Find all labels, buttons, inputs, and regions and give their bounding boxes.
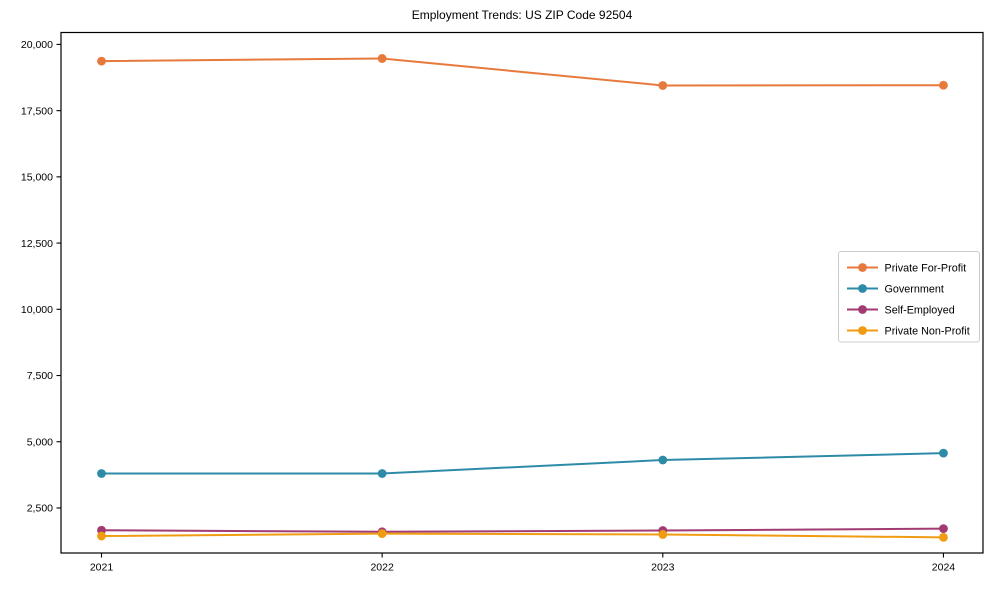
legend-marker-icon-private-non-profit <box>858 326 867 335</box>
y-tick-label: 5,000 <box>27 436 53 448</box>
data-point-private-non-profit-2022 <box>377 529 387 539</box>
data-point-private-for-profit-2022 <box>377 54 387 63</box>
y-tick-label: 15,000 <box>21 172 53 184</box>
data-point-government-2023 <box>658 455 668 465</box>
legend-marker-icon-government <box>858 284 867 293</box>
series-line-self-employed <box>100 527 945 533</box>
series-line-private-for-profit <box>100 57 945 87</box>
data-point-private-for-profit-2024 <box>939 80 948 90</box>
x-tick-label: 2023 <box>651 562 675 574</box>
series-line-private-non-profit <box>100 532 945 539</box>
legend-marker-icon-self-employed <box>858 305 867 314</box>
data-point-private-non-profit-2024 <box>939 532 948 542</box>
data-point-government-2022 <box>377 469 387 478</box>
legend-box <box>838 251 980 343</box>
y-tick-label: 20,000 <box>21 39 53 51</box>
legend-item-label-government: Government <box>885 283 944 295</box>
y-tick-label: 12,500 <box>21 238 53 250</box>
series-line-government <box>100 452 945 475</box>
data-point-private-non-profit-2023 <box>658 530 668 539</box>
y-tick-label: 10,000 <box>21 304 53 316</box>
data-point-private-for-profit-2023 <box>658 81 668 90</box>
x-tick-label: 2021 <box>90 562 114 574</box>
plot-border <box>60 31 984 554</box>
data-point-private-non-profit-2021 <box>97 531 106 541</box>
legend-item-label-private-non-profit: Private Non-Profit <box>885 325 970 337</box>
data-point-self-employed-2024 <box>939 524 948 534</box>
y-tick-label: 2,500 <box>27 503 53 515</box>
chart-title: Employment Trends: US ZIP Code 92504 <box>411 8 633 22</box>
y-tick-label: 17,500 <box>21 105 53 117</box>
y-tick-label: 7,500 <box>27 370 53 382</box>
legend-item-label-self-employed: Self-Employed <box>885 304 955 316</box>
legend-item-label-private-for-profit: Private For-Profit <box>885 262 967 274</box>
legend-marker-icon-private-for-profit <box>858 263 867 272</box>
x-tick-label: 2022 <box>370 562 394 574</box>
data-point-government-2024 <box>939 448 948 458</box>
data-point-private-for-profit-2021 <box>97 56 106 66</box>
x-tick-label: 2024 <box>932 562 956 574</box>
data-point-government-2021 <box>97 469 106 478</box>
